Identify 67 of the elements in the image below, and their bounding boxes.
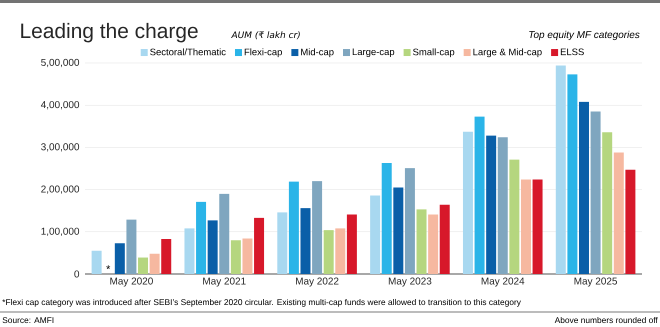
x-tick-label: May 2021 [203,278,246,287]
x-tick-label: May 2022 [296,278,338,287]
bar [567,74,578,274]
legend-label: Sectoral/Thematic [150,48,226,56]
legend-label: Large & Mid-cap [473,48,542,58]
bar [428,214,438,274]
bar [254,218,264,274]
bar [277,212,288,274]
legend-label: Large-cap [352,48,394,58]
bar [520,179,531,274]
bar [161,238,172,274]
text: Top equity MF categories [529,30,640,40]
legend-label: Flexi-cap [244,48,282,58]
bar [590,112,601,274]
bar [416,209,427,274]
bar [335,228,346,274]
bar [462,132,473,274]
bar [614,152,624,274]
bar [324,230,334,274]
legend-label: Mid-cap [301,48,334,58]
bar [196,202,206,274]
bar [208,220,218,274]
source-note: Source: AMFI [2,317,54,324]
bar [114,243,125,274]
bar [440,204,450,274]
x-tick-label: May 2024 [482,278,524,287]
x-tick-label: May 2020 [110,278,153,287]
y-tick-label: 3,00,000 [41,143,80,152]
y-tick-label: 0 [74,270,80,278]
bar [393,187,404,274]
bar [92,250,102,274]
bar [150,254,160,274]
bar [474,116,485,274]
bar [312,181,322,274]
bar [219,194,230,274]
bar [404,168,415,274]
bar [242,238,252,274]
bar [602,132,612,274]
y-tick-label: 5,00,000 [41,58,80,68]
annotation: * [106,265,110,270]
bar [486,136,496,274]
bar [556,66,566,274]
bar [184,228,194,274]
y-tick-label: 2,00,000 [41,185,80,194]
y-tick-label: 4,00,000 [40,101,80,110]
bar [578,102,589,274]
text: Above numbers rounded off [554,316,658,324]
bar [532,179,543,274]
x-tick-label: May 2025 [574,278,618,287]
bar [509,160,520,274]
bar [382,163,392,274]
bar [288,182,299,274]
bar [625,170,636,274]
legend-label: ELSS [560,48,584,56]
bar [370,196,380,274]
bar [346,214,357,274]
legend-label: Small-cap [413,48,454,58]
chart-subtitle: AUM (₹ lakh cr) [231,31,300,40]
text: *Flexi cap category was introduced after SEBI’s September 2020 circular. Existing multi-cap funds were allowed to transition to this category [2,298,521,307]
y-tick-label: 1,00,000 [41,228,80,236]
bar [138,258,148,274]
bar [498,137,508,274]
chart-title: Leading the charge [21,22,198,42]
bar [230,240,241,274]
bar [126,220,136,274]
x-tick-label: May 2023 [388,278,432,287]
bar [300,208,310,274]
